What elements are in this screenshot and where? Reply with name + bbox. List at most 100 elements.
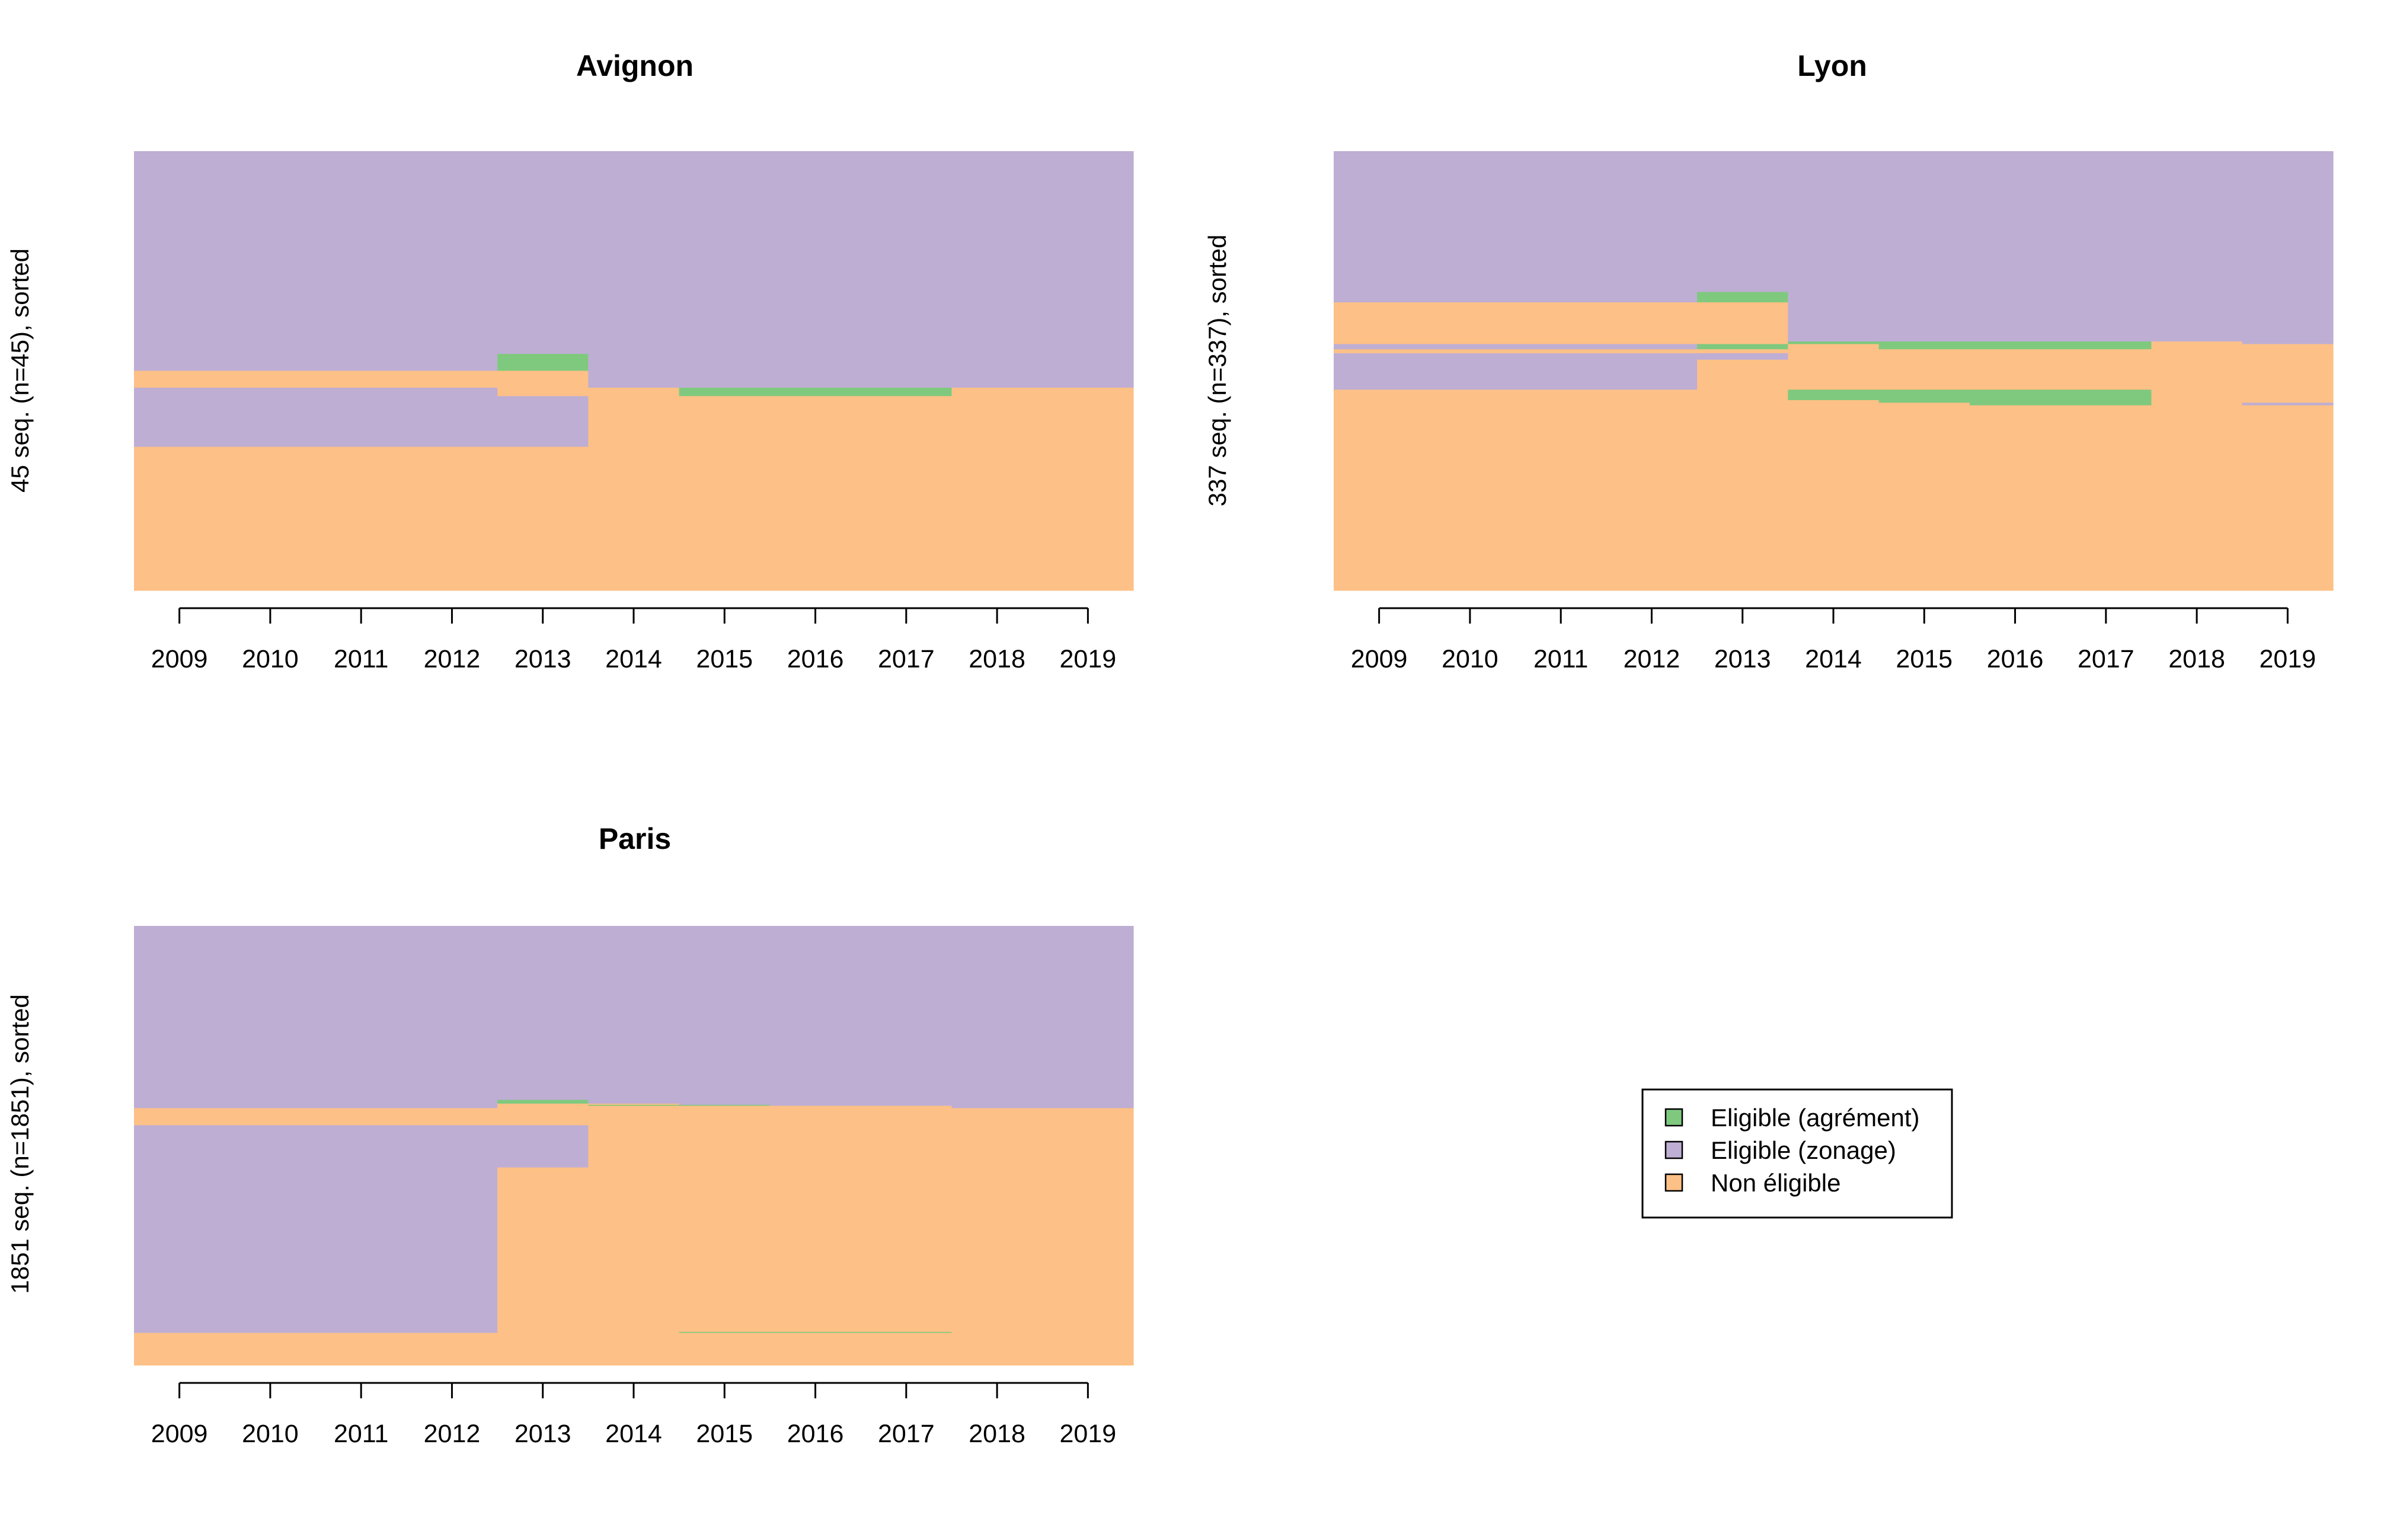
sequence-segment — [134, 396, 589, 448]
x-tick-label: 2015 — [696, 645, 753, 673]
sequence-segment — [497, 1331, 680, 1334]
sequence-segment — [134, 1104, 498, 1107]
x-tick-label: 2012 — [1624, 645, 1680, 673]
x-tick-label: 2019 — [1060, 645, 1117, 673]
x-tick-label: 2016 — [1987, 645, 2044, 673]
legend-label-agrement: Eligible (agrément) — [1711, 1104, 1920, 1132]
x-tick-label: 2010 — [242, 1420, 299, 1448]
x-tick-label: 2014 — [605, 1420, 662, 1448]
sequence-segment — [497, 354, 589, 372]
x-tick-label: 2012 — [424, 1420, 481, 1448]
sequence-segment — [1788, 341, 2152, 345]
x-tick-label: 2010 — [242, 645, 299, 673]
sequence-segment — [1334, 344, 1698, 350]
x-tick-label: 2009 — [151, 1420, 208, 1448]
sequence-segment — [2151, 402, 2243, 406]
sequence-segment — [134, 370, 589, 388]
sequence-segment — [497, 1104, 589, 1107]
sequence-segment — [134, 1100, 498, 1104]
x-tick-label: 2016 — [787, 1420, 844, 1448]
chart-title: Paris — [599, 822, 671, 855]
sequence-segment — [1697, 344, 1788, 350]
legend-label-non-eligible: Non éligible — [1711, 1169, 1840, 1197]
sequence-segment — [497, 1100, 589, 1104]
x-tick-label: 2011 — [1533, 645, 1588, 673]
x-tick-label: 2018 — [969, 1420, 1025, 1448]
sequence-segment — [679, 1331, 953, 1334]
sequence-segment — [1878, 344, 2152, 350]
sequence-segment — [2151, 344, 2334, 350]
x-tick-label: 2009 — [1351, 645, 1408, 673]
chart-title: Lyon — [1797, 49, 1867, 82]
sequence-segment — [1969, 402, 2152, 406]
sequence-segment — [134, 151, 1134, 354]
sequence-segment — [679, 388, 953, 397]
x-tick-label: 2011 — [334, 645, 388, 673]
sequence-segment — [1334, 151, 2334, 293]
x-tick-label: 2013 — [515, 645, 571, 673]
sequence-segment — [1788, 344, 1880, 350]
sequence-segment — [134, 388, 498, 397]
x-tick-label: 2018 — [2168, 645, 2225, 673]
sequence-segment — [1788, 353, 2334, 360]
x-tick-label: 2017 — [878, 1420, 935, 1448]
sequence-segment — [1334, 400, 1880, 403]
sequence-segment — [588, 1100, 1134, 1104]
sequence-segment — [1334, 402, 1970, 406]
sequence-segment — [951, 1106, 1134, 1109]
sequence-segment — [2151, 389, 2334, 401]
x-tick-label: 2019 — [1060, 1420, 1117, 1448]
x-tick-label: 2013 — [1714, 645, 1771, 673]
x-axis: 2009 2010 2011 2012 2013 2014 2015 2016 2017 2018… — [1351, 607, 2316, 673]
sequence-segment — [1697, 292, 1788, 303]
sequence-segment — [588, 1104, 771, 1107]
x-tick-label: 2015 — [1896, 645, 1953, 673]
sequence-segment — [134, 1103, 498, 1106]
legend-box — [1641, 1088, 1953, 1219]
sequence-segment — [2151, 400, 2334, 403]
panel-avignon: Avignon 45 seq. (n=45), sorted 2009 2010 2… — [6, 49, 1134, 673]
legend: Eligible (agrément) Eligible (zonage) No… — [1641, 1088, 1953, 1219]
sequence-segment — [588, 1125, 1134, 1168]
legend-swatch-zonage — [1664, 1140, 1683, 1159]
sequence-segment — [1878, 400, 2152, 403]
x-tick-label: 2018 — [969, 645, 1025, 673]
legend-label-zonage: Eligible (zonage) — [1711, 1136, 1896, 1164]
x-axis: 2009 2010 2011 2012 2013 2014 2015 2016 2017 2018… — [151, 607, 1117, 673]
x-tick-label: 2013 — [515, 1420, 571, 1448]
sequence-segment — [1788, 389, 2152, 401]
x-tick-label: 2010 — [1442, 645, 1498, 673]
sequence-segment — [1697, 359, 2334, 390]
sequence-segment — [134, 1125, 589, 1168]
sequence-segment — [588, 370, 1134, 388]
x-tick-label: 2015 — [696, 1420, 753, 1448]
y-axis-label: 1851 seq. (n=1851), sorted — [6, 994, 34, 1294]
sequence-segment — [134, 446, 1134, 591]
sequence-segment — [2242, 341, 2334, 345]
sequence-segment — [134, 1106, 498, 1109]
sequence-segment — [1334, 349, 2334, 354]
sequence-segment — [2151, 341, 2243, 345]
sequence-segment — [1334, 292, 1698, 303]
sequence-segment — [497, 388, 680, 397]
sequence-segment — [1334, 341, 1788, 345]
sequence-segment — [588, 396, 1134, 448]
sequence-segment — [769, 1104, 1134, 1107]
panel-lyon: Lyon 337 seq. (n=337), sorted 2009 2010 20… — [1203, 49, 2334, 673]
sequence-rows — [134, 926, 1134, 1366]
sequence-segment — [1334, 405, 2334, 591]
sequence-segment — [1334, 353, 1788, 360]
x-tick-label: 2017 — [2078, 645, 2134, 673]
x-tick-label: 2019 — [2260, 645, 2316, 673]
sequence-segment — [134, 354, 498, 372]
sequence-segment — [951, 388, 1134, 397]
sequence-segment — [951, 1331, 1134, 1334]
chart-title: Avignon — [576, 49, 694, 82]
sequence-segment — [1334, 302, 1788, 342]
sequence-segment — [1334, 389, 1788, 401]
sequence-segment — [1334, 359, 1698, 390]
x-tick-label: 2014 — [605, 645, 662, 673]
x-tick-label: 2016 — [787, 645, 844, 673]
sequence-segment — [134, 1167, 498, 1333]
sequence-segment — [134, 1333, 1134, 1366]
